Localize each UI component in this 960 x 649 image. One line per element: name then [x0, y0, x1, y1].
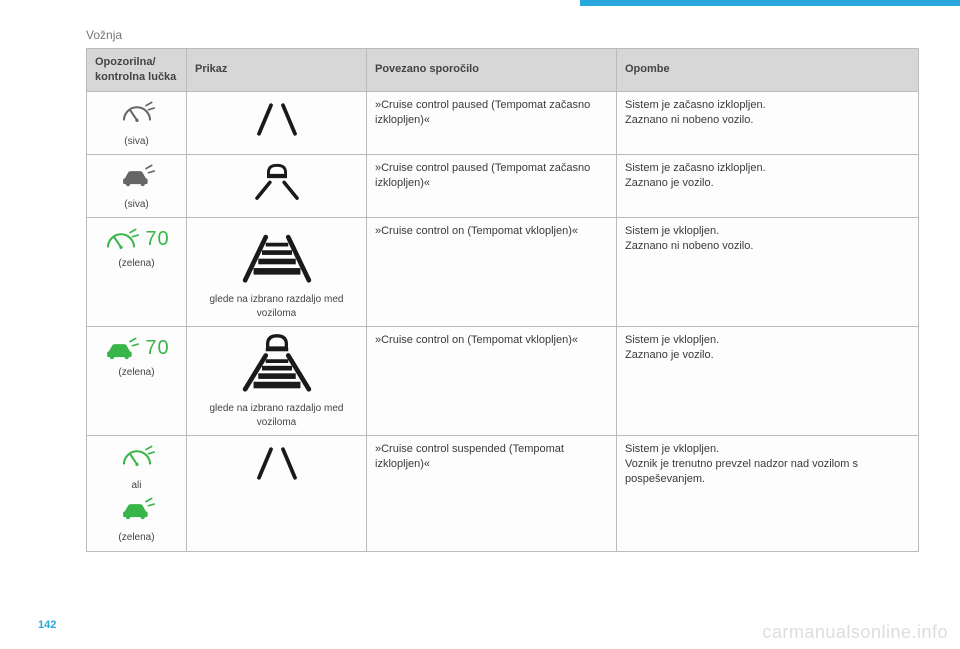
cell-message: »Cruise control suspended (Tempomat izkl…: [367, 436, 617, 552]
cell-note: Sistem je vklopljen.Zaznano je vozilo.: [617, 327, 919, 436]
cell-display: [187, 91, 367, 154]
indicator-color-label: (zelena): [118, 257, 154, 271]
lanes-icon: [247, 98, 307, 138]
cell-message: »Cruise control on (Tempomat vklopljen)«: [367, 327, 617, 436]
cell-message: »Cruise control paused (Tempomat začasno…: [367, 155, 617, 218]
col-header-indicator: Opozorilna/ kontrolna lučka: [87, 49, 187, 92]
indicator-color-label: (zelena): [118, 366, 154, 380]
cell-indicator: (siva): [87, 155, 187, 218]
indicator-speed-value: 70: [145, 226, 169, 253]
indicator-color-label: (siva): [124, 198, 148, 212]
table-row: 70 (zelena) glede na izbrano razdaljo med…: [87, 218, 919, 327]
indicator-middle-label: ali: [131, 479, 141, 493]
lanes-icon: [247, 442, 307, 482]
table-row: (siva) »Cruise control paused (Tempomat …: [87, 155, 919, 218]
table-row: (siva) »Cruise control paused (Tempomat …: [87, 91, 919, 154]
col-header-message: Povezano sporočilo: [367, 49, 617, 92]
car-gauge-icon: [119, 496, 155, 522]
cell-message: »Cruise control paused (Tempomat začasno…: [367, 91, 617, 154]
cell-display: [187, 436, 367, 552]
table-row: 70 (zelena) glede na izbrano razdaljo med…: [87, 327, 919, 436]
section-title: Vožnja: [86, 28, 122, 42]
indicator-color-label: (siva): [124, 135, 148, 149]
cell-note: Sistem je začasno izklopljen.Zaznano je …: [617, 155, 919, 218]
car-lanes-icon: [247, 161, 307, 201]
cell-note: Sistem je vklopljen.Voznik je trenutno p…: [617, 436, 919, 552]
car-road-bars-icon: [235, 333, 319, 393]
cell-display: glede na izbrano razdaljo med voziloma: [187, 218, 367, 327]
table-header-row: Opozorilna/ kontrolna lučka Prikaz Povez…: [87, 49, 919, 92]
gauge-icon: [119, 100, 155, 126]
road-bars-icon: [235, 224, 319, 284]
cell-display: [187, 155, 367, 218]
car-gauge-icon: [119, 163, 155, 189]
display-caption: glede na izbrano razdaljo med voziloma: [195, 402, 358, 429]
col-header-notes: Opombe: [617, 49, 919, 92]
display-caption: glede na izbrano razdaljo med voziloma: [195, 293, 358, 320]
cell-note: Sistem je začasno izklopljen.Zaznano ni …: [617, 91, 919, 154]
gauge-icon: [103, 227, 139, 253]
watermark: carmanualsonline.info: [762, 622, 948, 643]
status-table: Opozorilna/ kontrolna lučka Prikaz Povez…: [86, 48, 919, 552]
gauge-icon: [119, 444, 155, 470]
cell-indicator: (siva): [87, 91, 187, 154]
cell-indicator: ali (zelena): [87, 436, 187, 552]
col-header-display: Prikaz: [187, 49, 367, 92]
page-number: 142: [38, 619, 56, 631]
cell-display: glede na izbrano razdaljo med voziloma: [187, 327, 367, 436]
cell-indicator: 70 (zelena): [87, 218, 187, 327]
car-gauge-icon: [103, 336, 139, 362]
table-row: ali (zelena) »Cruise control suspended (…: [87, 436, 919, 552]
indicator-speed-value: 70: [145, 335, 169, 362]
cell-indicator: 70 (zelena): [87, 327, 187, 436]
cell-note: Sistem je vklopljen.Zaznano ni nobeno vo…: [617, 218, 919, 327]
cell-message: »Cruise control on (Tempomat vklopljen)«: [367, 218, 617, 327]
header-accent-bar: [580, 0, 960, 6]
indicator-color-label: (zelena): [118, 531, 154, 545]
